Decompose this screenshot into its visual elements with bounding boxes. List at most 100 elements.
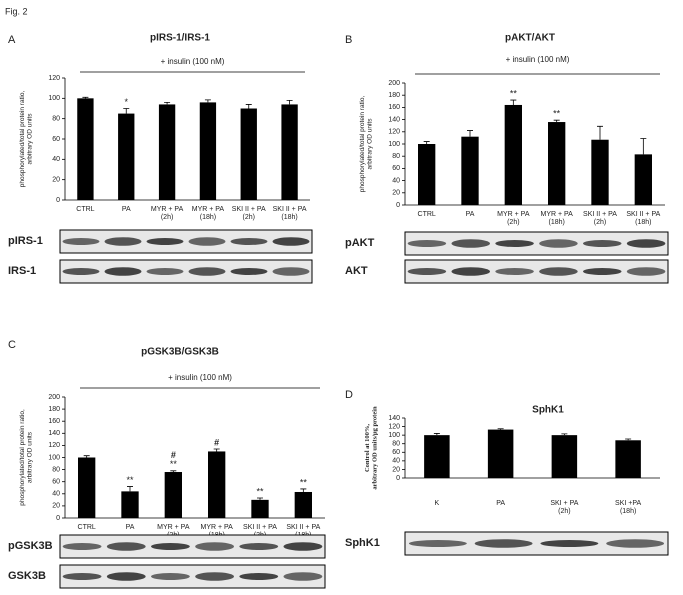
x-tick-label: SKI + PA (2h): [550, 500, 578, 515]
blot-band: [582, 268, 622, 275]
significance-label: **: [553, 109, 561, 119]
y-tick-label: 120: [48, 442, 60, 449]
x-tick-label: CTRL: [418, 211, 436, 218]
blot-band: [150, 543, 190, 550]
x-tick-label: MYR + PA(18h): [540, 211, 573, 226]
y-tick-label: 60: [392, 449, 400, 456]
error-bar: [640, 138, 647, 155]
panel-letter: D: [345, 389, 353, 401]
blot-band: [146, 238, 184, 245]
bar: [551, 435, 578, 478]
x-tick-label: PA: [126, 524, 135, 531]
y-tick-label: 160: [388, 104, 400, 111]
bar: [121, 491, 139, 518]
y-tick-label: 60: [52, 136, 60, 143]
blot-label: pAKT: [345, 237, 375, 249]
blot-label: IRS-1: [8, 265, 36, 277]
bar: [281, 104, 298, 200]
bar: [199, 102, 217, 200]
error-bar: [123, 108, 130, 114]
blot-band: [62, 238, 100, 245]
y-tick-label: 120: [388, 423, 400, 430]
blot-frame: [404, 531, 669, 556]
blot-frame: [404, 259, 669, 284]
y-tick-label: 80: [392, 441, 400, 448]
significance-label: **: [300, 477, 308, 487]
chart-title: pGSK3B/GSK3B: [141, 347, 219, 358]
error-bar: [82, 96, 89, 99]
blot-band: [188, 237, 226, 246]
blot-frame: [404, 231, 669, 256]
y-tick-label: 40: [392, 177, 400, 184]
y-tick-label: 20: [392, 466, 400, 473]
y-tick-label: 140: [388, 116, 400, 123]
error-bar: [213, 448, 220, 452]
error-bar: [597, 125, 603, 140]
blot-band: [230, 238, 268, 245]
annotation: + insulin (100 nM): [168, 373, 232, 382]
y-tick-label: 40: [392, 458, 400, 465]
y-tick-label: 60: [52, 479, 60, 486]
significance-label: **: [170, 459, 178, 469]
blot-band: [239, 573, 279, 580]
x-tick-label: K: [435, 500, 440, 507]
x-tick-label: MYR + PA(18h): [192, 206, 225, 221]
bar: [487, 429, 514, 478]
blot-band: [451, 267, 491, 276]
x-tick-label: CTRL: [76, 206, 94, 213]
y-tick-label: 80: [392, 153, 400, 160]
error-bar: [286, 99, 293, 105]
bar: [294, 491, 312, 518]
y-tick-label: 80: [52, 466, 60, 473]
y-tick-label: 200: [48, 394, 60, 401]
x-tick-label: SKI II + PA(2h): [583, 211, 617, 226]
blot-band: [495, 240, 534, 247]
blot-label: SphK1: [345, 537, 380, 549]
blot-label: pGSK3B: [8, 540, 53, 552]
error-bar: [83, 455, 90, 458]
panel-letter: A: [8, 34, 16, 46]
bar: [251, 499, 269, 518]
y-tick-label: 180: [388, 92, 400, 99]
y-tick-label: 0: [396, 475, 400, 482]
blot-band: [272, 237, 310, 246]
y-tick-label: 160: [48, 418, 60, 425]
blot-band: [582, 240, 622, 247]
y-tick-label: 120: [388, 129, 400, 136]
significance-label: **: [256, 486, 264, 496]
significance-label: #: [214, 437, 219, 447]
error-bar: [245, 104, 252, 109]
y-axis-label: phosphorylated/total protein ratio,arbit…: [19, 409, 33, 506]
blot-band: [606, 539, 665, 548]
blot-band: [626, 239, 666, 248]
error-bar: [561, 433, 568, 436]
y-tick-label: 0: [56, 197, 60, 204]
blot-band: [106, 542, 146, 551]
error-bar: [625, 438, 632, 441]
panel-letter: B: [345, 34, 352, 46]
blot-band: [283, 572, 323, 581]
annotation: + insulin (100 nM): [506, 55, 570, 64]
bar: [158, 104, 176, 200]
bar: [591, 139, 609, 205]
x-tick-label: PA: [496, 500, 505, 507]
y-tick-label: 0: [56, 515, 60, 522]
y-tick-label: 180: [48, 406, 60, 413]
blot-frame: [59, 259, 313, 284]
error-bar: [204, 99, 211, 103]
error-bar: [467, 130, 473, 137]
blot-band: [62, 268, 100, 275]
blot-band: [150, 573, 190, 580]
x-tick-label: CTRL: [78, 524, 96, 531]
bar: [615, 440, 641, 478]
blot-band: [62, 543, 102, 550]
x-tick-label: MYR + PA(2h): [151, 206, 184, 221]
blot-label: pIRS-1: [8, 235, 43, 247]
bar: [118, 113, 135, 200]
bar: [548, 122, 566, 205]
y-axis-label: phosphorylated/total protein ratio,arbit…: [359, 96, 373, 193]
figure-label: Fig. 2: [5, 6, 28, 16]
x-tick-label: SKI II + PA(18h): [273, 206, 307, 221]
blot-band: [451, 239, 491, 248]
